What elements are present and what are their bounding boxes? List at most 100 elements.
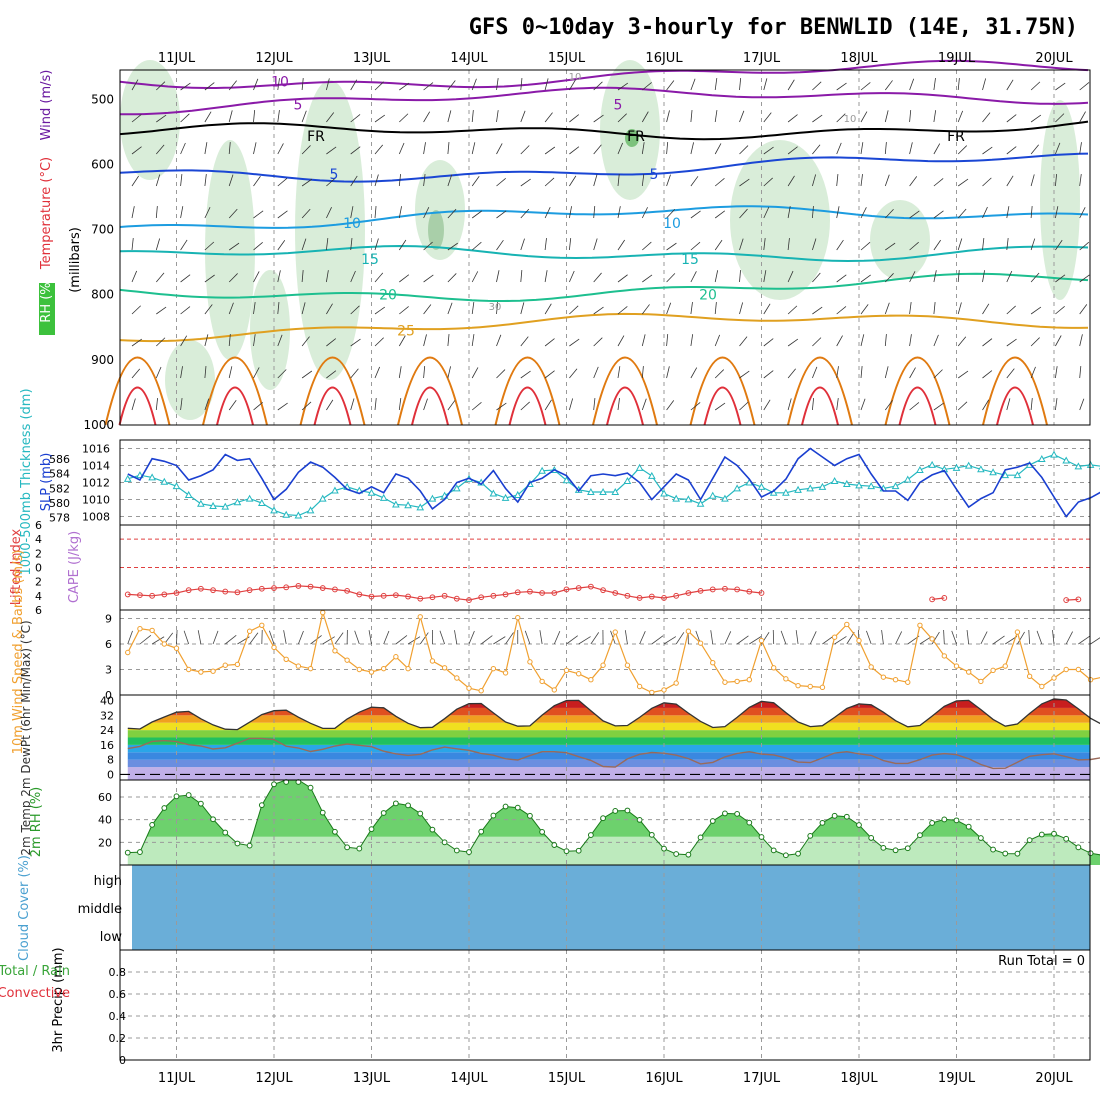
wind-barb [326, 177, 336, 187]
wind-barb [253, 78, 259, 91]
rh-point [904, 845, 911, 852]
thickness-point [270, 506, 278, 514]
wind-barb [253, 334, 256, 347]
thickness-point [1001, 471, 1010, 479]
wind-barb [1079, 334, 1083, 347]
wind-barb [641, 304, 650, 315]
wind-barb [866, 630, 872, 645]
wind-barb [593, 238, 598, 251]
wind-barb [277, 143, 284, 155]
wind-tick-label: 9 [105, 613, 112, 626]
wind-barb [1030, 337, 1040, 347]
wind-barb [180, 398, 183, 411]
wind-barb [957, 270, 960, 283]
wind-barb [739, 270, 741, 283]
temp-tick-label: 0 [107, 768, 114, 781]
rh-point [1087, 850, 1094, 857]
thickness-point [197, 499, 205, 507]
wind-barb [544, 112, 553, 123]
wind-barb [204, 82, 215, 91]
thickness-point [1062, 456, 1071, 464]
wind-barb [666, 174, 671, 187]
rh-point [234, 840, 241, 847]
wind-barb [1030, 272, 1040, 283]
rh-point [124, 849, 131, 856]
wind-barb [739, 370, 750, 379]
wind-barb [447, 110, 452, 123]
lifted-index-point [600, 587, 606, 594]
wind-barb [569, 305, 579, 315]
day-label-top: 16JUL [645, 51, 683, 66]
panel-frame [119, 69, 1091, 426]
wind-barb [398, 398, 402, 411]
wind-barb [399, 274, 410, 283]
rh-point [575, 847, 582, 854]
dewpoint-line [127, 737, 1100, 770]
wind-barb [957, 302, 962, 315]
wind-barb [860, 304, 869, 315]
temperature-contour-low [118, 386, 157, 426]
wind-barb [249, 632, 259, 645]
wind-barb [787, 206, 791, 219]
wind-barb [277, 369, 287, 379]
wind-barb [909, 110, 912, 123]
thickness-point [1050, 450, 1058, 458]
thickness-point [428, 494, 437, 502]
wind-barb [739, 178, 750, 187]
wind-barb [909, 271, 916, 283]
wind-barb [1090, 637, 1100, 645]
temp-line [127, 698, 1100, 731]
wind-barb [180, 239, 188, 251]
lifted-index-point [185, 587, 192, 594]
wind-speed-point [978, 678, 984, 685]
wind-barb [156, 337, 166, 347]
wind-barb [666, 400, 675, 411]
rh-axis-title: 2m RH (%) [29, 787, 44, 858]
wind-barb [544, 370, 555, 379]
wind-barb [520, 270, 523, 283]
contour-label: 5 [650, 167, 659, 183]
lifted-index-point [271, 585, 277, 591]
wind-barb [374, 306, 386, 315]
wind-speed-point [600, 662, 606, 668]
rh-point [1051, 830, 1057, 837]
lifted-index-point [722, 585, 728, 592]
wind-barb [277, 78, 280, 91]
lifted-index-point [929, 596, 936, 603]
wind-barb [593, 174, 598, 187]
wind-speed-point [1026, 673, 1033, 679]
wind-speed-point [990, 667, 996, 674]
thickness-point [989, 468, 997, 476]
wind-barb [447, 302, 453, 315]
wind-barb [471, 402, 482, 411]
wind-barb [885, 273, 894, 283]
lifted-index-axis-title: Lifted Index [9, 528, 24, 605]
wind-barb [641, 111, 649, 123]
wind-speed-point [259, 622, 265, 628]
wind-speed-point [368, 669, 375, 675]
wind-barb [326, 270, 329, 283]
wind-barb [724, 631, 732, 645]
temperature-contour-low [787, 356, 853, 426]
day-label-top: 20JUL [1035, 51, 1073, 66]
thickness-point [672, 494, 681, 502]
wind-barb [496, 239, 504, 251]
wind-barb [763, 338, 774, 347]
temperature-contour-low [982, 356, 1048, 426]
li-tick-label: 2 [35, 576, 42, 589]
wind-speed-point [490, 665, 497, 672]
day-label-bottom: 15JUL [548, 1071, 586, 1086]
wind-speed-point [1075, 666, 1082, 673]
wind-barb [992, 635, 1005, 645]
wind-barb [301, 270, 304, 283]
wind-tick-label: 6 [105, 638, 112, 651]
thickness-point [331, 486, 339, 494]
wind-barb [1006, 206, 1010, 219]
wind-speed-point [551, 687, 558, 693]
wind-barb [836, 82, 847, 91]
wind-barb [593, 337, 603, 347]
wind-barb [957, 238, 963, 251]
wind-barb [860, 82, 871, 91]
wind-barb [127, 630, 133, 645]
wind-speed-point [502, 670, 509, 676]
